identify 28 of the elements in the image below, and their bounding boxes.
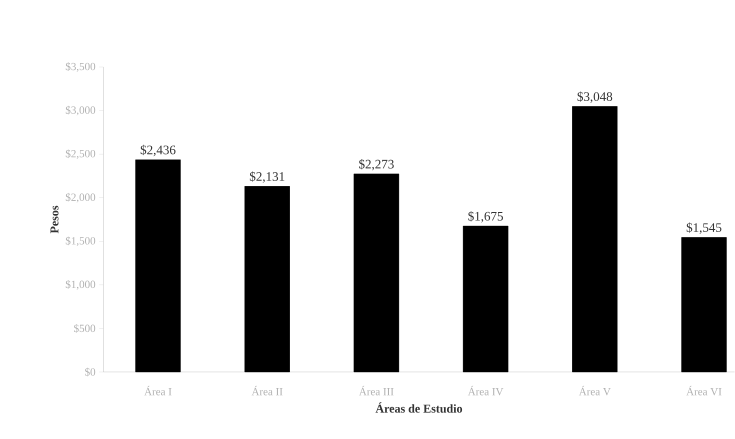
data-label: $2,436 (140, 144, 176, 156)
bar (462, 226, 508, 372)
bar (244, 186, 290, 372)
y-tick-label: $2,000 (66, 192, 96, 203)
x-tick-label: Área IV (468, 386, 504, 396)
data-label: $1,675 (468, 211, 503, 223)
bar (135, 160, 181, 372)
y-tick-label: $1,500 (66, 236, 96, 246)
bar (572, 106, 618, 372)
x-axis-title: Áreas de Estudio (376, 402, 462, 413)
x-tick-label: Área II (252, 386, 283, 396)
y-axis-title: Pesos (50, 206, 58, 234)
y-tick-label: $3,500 (66, 62, 96, 72)
x-tick-label: Área III (358, 386, 394, 396)
y-tick-label: $3,000 (66, 106, 96, 116)
y-tick-label: $2,500 (66, 149, 96, 159)
bar (681, 237, 727, 372)
data-label: $1,545 (686, 222, 722, 234)
data-label: $2,131 (250, 171, 284, 183)
y-tick-label: $1,000 (66, 280, 96, 290)
x-tick-label: Área I (144, 386, 172, 396)
x-tick-label: Área VI (686, 386, 722, 396)
x-tick-label: Área V (578, 386, 611, 396)
y-tick-label: $0 (85, 368, 96, 376)
data-label: $2,273 (359, 158, 394, 170)
data-label: $3,048 (577, 91, 612, 103)
y-tick-label: $500 (74, 324, 96, 333)
bar (354, 174, 400, 372)
